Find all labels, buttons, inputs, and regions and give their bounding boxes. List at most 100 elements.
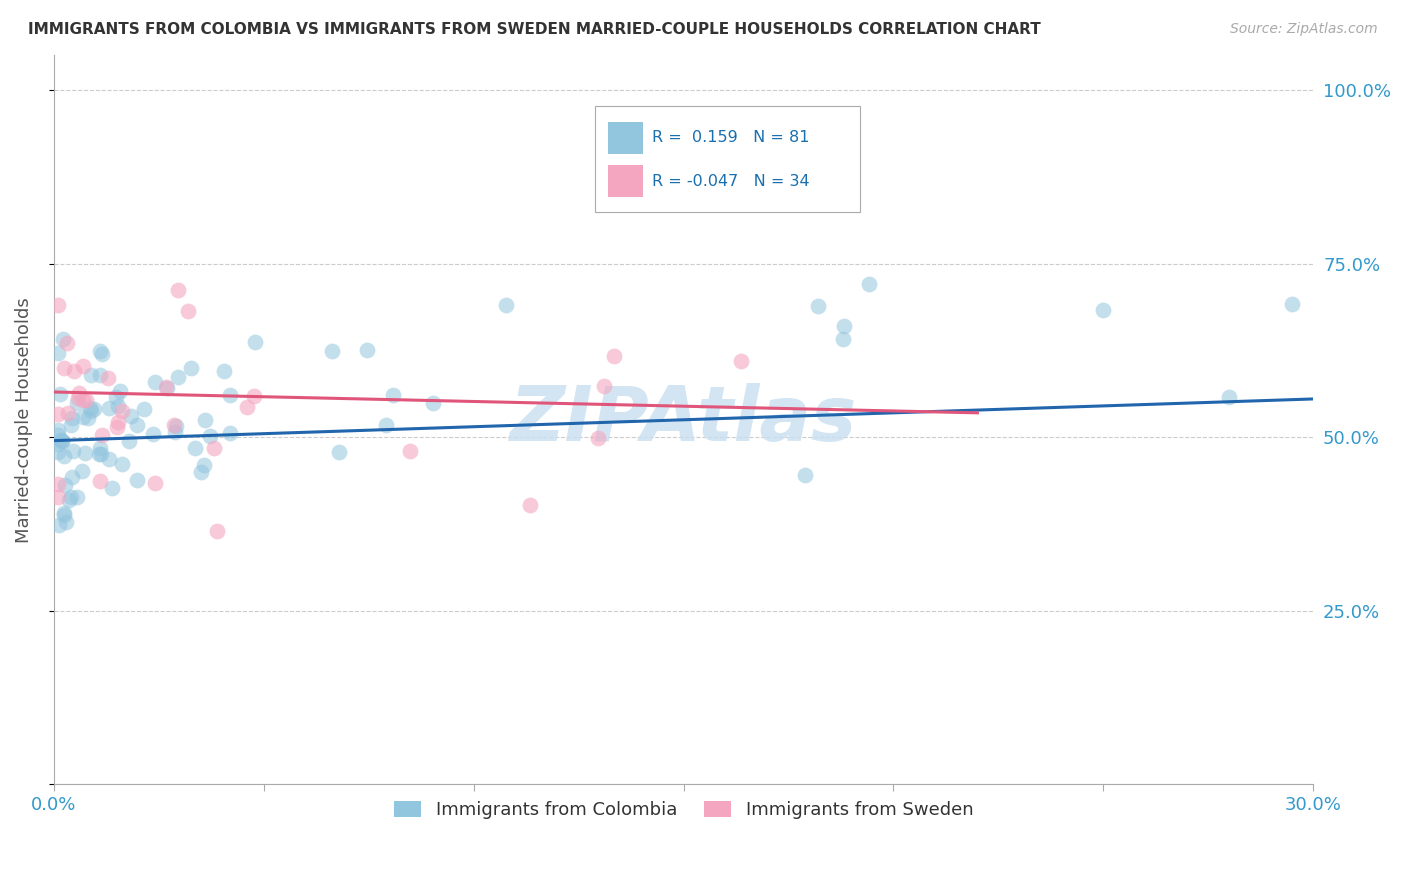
Point [80, 404, 103, 418]
Point [60, 470, 83, 484]
Point [243, 389, 266, 403]
Point [87, 447, 110, 461]
Point [101, 482, 124, 496]
Point [90, 447, 112, 461]
Point [60, 417, 83, 432]
Point [167, 370, 190, 384]
FancyBboxPatch shape [595, 106, 860, 212]
Point [51, 434, 73, 448]
Point [399, 444, 422, 458]
Point [202, 441, 225, 455]
Point [356, 343, 378, 358]
Point [118, 434, 141, 448]
Point [143, 375, 166, 389]
Point [67, 385, 90, 400]
Point [730, 354, 752, 368]
Point [374, 417, 396, 432]
Y-axis label: Married-couple Households: Married-couple Households [15, 297, 32, 542]
Point [807, 299, 830, 313]
Point [62, 443, 84, 458]
Point [53, 450, 76, 464]
Point [46, 346, 69, 360]
Point [143, 475, 166, 490]
Point [46, 490, 69, 504]
Point [79, 401, 101, 415]
Point [1281, 297, 1303, 311]
Point [52, 332, 75, 346]
Point [56, 406, 79, 420]
Point [46, 445, 69, 459]
Text: ZIPAtlas: ZIPAtlas [510, 383, 858, 457]
Text: IMMIGRANTS FROM COLOMBIA VS IMMIGRANTS FROM SWEDEN MARRIED-COUPLE HOUSEHOLDS COR: IMMIGRANTS FROM COLOMBIA VS IMMIGRANTS F… [28, 22, 1040, 37]
Text: Source: ZipAtlas.com: Source: ZipAtlas.com [1230, 22, 1378, 37]
Point [66, 490, 89, 504]
Point [167, 283, 190, 297]
Point [235, 401, 257, 415]
Point [90, 428, 112, 442]
Point [198, 429, 221, 443]
Point [72, 410, 94, 425]
Point [163, 418, 186, 433]
Point [90, 347, 112, 361]
Point [77, 411, 100, 425]
Point [519, 498, 541, 512]
Point [1092, 303, 1115, 318]
Point [52, 361, 75, 376]
Point [381, 387, 404, 401]
Point [1218, 390, 1240, 404]
Point [794, 467, 817, 482]
Point [46, 424, 69, 438]
Point [97, 371, 120, 385]
Point [858, 277, 880, 292]
Point [51, 434, 73, 448]
Point [832, 318, 855, 333]
Point [163, 425, 186, 439]
Text: R = -0.047   N = 34: R = -0.047 N = 34 [652, 174, 810, 189]
Point [107, 416, 129, 430]
Point [107, 399, 129, 413]
Point [120, 409, 142, 424]
Point [127, 417, 149, 432]
Point [219, 426, 242, 441]
Point [73, 446, 96, 460]
Text: R =  0.159   N = 81: R = 0.159 N = 81 [652, 130, 810, 145]
Point [111, 403, 134, 417]
Point [132, 401, 155, 416]
Point [184, 441, 207, 455]
Point [72, 359, 94, 374]
Point [51, 434, 73, 448]
Point [60, 490, 83, 504]
Point [125, 474, 148, 488]
Point [66, 396, 89, 410]
Point [89, 368, 111, 382]
Point [422, 396, 444, 410]
Point [46, 407, 69, 421]
Point [190, 465, 212, 479]
Point [194, 413, 217, 427]
Point [75, 392, 97, 407]
Point [328, 445, 350, 459]
Point [245, 334, 267, 349]
Point [177, 304, 200, 318]
Point [58, 493, 80, 508]
Point [155, 380, 177, 394]
Point [49, 386, 72, 401]
Point [165, 418, 187, 433]
Point [52, 506, 75, 520]
Point [495, 298, 517, 312]
Point [98, 401, 121, 415]
Point [832, 332, 855, 346]
Point [48, 517, 70, 532]
Point [83, 402, 105, 417]
Point [63, 364, 86, 378]
Point [53, 478, 76, 492]
Point [593, 378, 616, 392]
Point [142, 427, 165, 442]
Point [89, 474, 111, 488]
FancyBboxPatch shape [607, 165, 644, 197]
Point [46, 298, 69, 312]
Point [586, 432, 609, 446]
Point [108, 384, 131, 399]
Point [180, 360, 202, 375]
Point [46, 428, 69, 442]
